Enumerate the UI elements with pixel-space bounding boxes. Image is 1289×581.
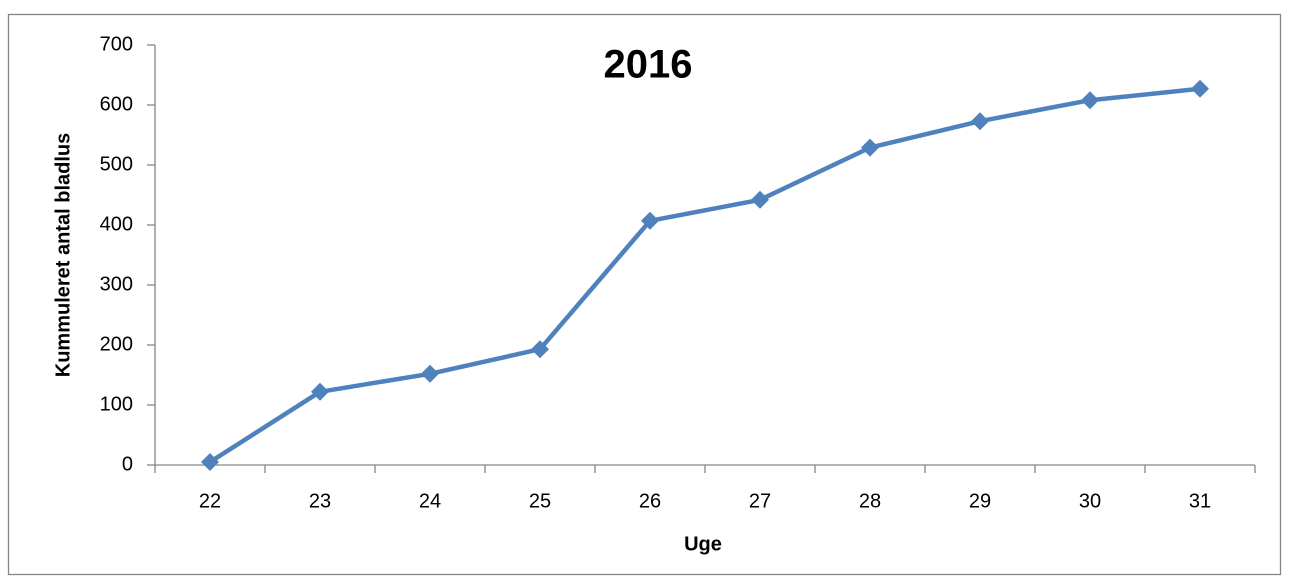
marker — [311, 382, 329, 401]
x-tick-label: 28 — [859, 490, 881, 512]
y-tick-label: 100 — [100, 393, 133, 415]
marker — [751, 190, 769, 209]
y-tick-label: 400 — [100, 213, 133, 235]
x-tick-label: 31 — [1189, 490, 1211, 512]
y-tick-label: 500 — [100, 153, 133, 175]
chart-border — [7, 13, 1282, 576]
x-tick-label: 23 — [309, 490, 331, 512]
x-tick-label: 25 — [529, 490, 551, 512]
x-axis-label: Uge — [684, 533, 722, 555]
marker — [971, 112, 989, 131]
marker — [861, 138, 879, 157]
marker — [201, 453, 219, 471]
y-tick-label: 600 — [100, 93, 133, 115]
y-tick-label: 700 — [100, 33, 133, 55]
y-tick-label: 200 — [100, 333, 133, 355]
x-tick-label: 30 — [1079, 490, 1101, 512]
y-tick-label: 300 — [100, 273, 133, 295]
x-tick-label: 26 — [639, 490, 661, 512]
x-tick-label: 24 — [419, 490, 441, 512]
y-axis-label: Kummuleret antal bladlus — [52, 133, 74, 378]
marker — [641, 211, 659, 230]
chart-title: 2016 — [604, 43, 693, 87]
marker — [1081, 91, 1099, 110]
x-tick-label: 27 — [749, 490, 771, 512]
x-tick-label: 29 — [969, 490, 991, 512]
y-tick-label: 0 — [122, 453, 133, 475]
line — [208, 86, 1201, 464]
marker — [1191, 79, 1209, 98]
marker — [531, 340, 549, 359]
x-tick-label: 22 — [199, 490, 221, 512]
marker — [421, 364, 439, 383]
